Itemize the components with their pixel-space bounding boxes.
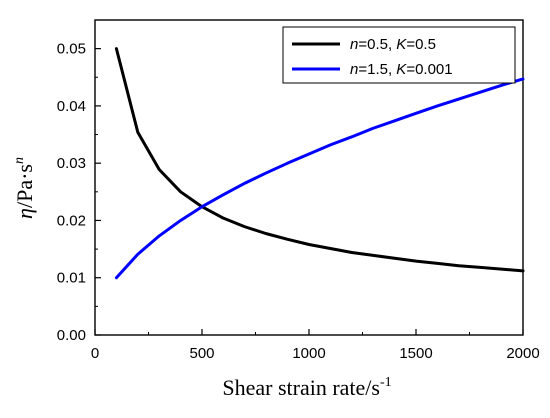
x-tick-label: 0 [91, 345, 99, 362]
legend-box [282, 26, 516, 84]
y-tick-label: 0.05 [57, 41, 86, 58]
y-axis-title: η/Pa·sn [12, 157, 37, 219]
x-axis-title: Shear strain rate/s-1 [222, 375, 391, 400]
x-axis-ticks: 0 500 1000 1500 2000 [91, 329, 540, 362]
y-tick-label: 0.01 [57, 270, 86, 287]
legend-label-1: n=0.5, K=0.5 [350, 36, 436, 53]
y-tick-label: 0.02 [57, 212, 86, 229]
series-line-1 [114, 47, 525, 273]
y-tick-label: 0.03 [57, 155, 86, 172]
legend: n=0.5, K=0.5 n=1.5, K=0.001 [282, 26, 516, 84]
y-tick-label: 0.04 [57, 98, 86, 115]
x-tick-label: 500 [189, 345, 214, 362]
y-axis-ticks: 0.00 0.01 0.02 0.03 0.04 0.05 [57, 41, 101, 344]
x-tick-label: 1500 [399, 345, 432, 362]
x-tick-label: 2000 [506, 345, 539, 362]
x-tick-label: 1000 [292, 345, 325, 362]
legend-label-2: n=1.5, K=0.001 [350, 61, 453, 78]
y-tick-label: 0.00 [57, 327, 86, 344]
series-layer [114, 47, 525, 280]
series-line-2 [114, 77, 525, 280]
